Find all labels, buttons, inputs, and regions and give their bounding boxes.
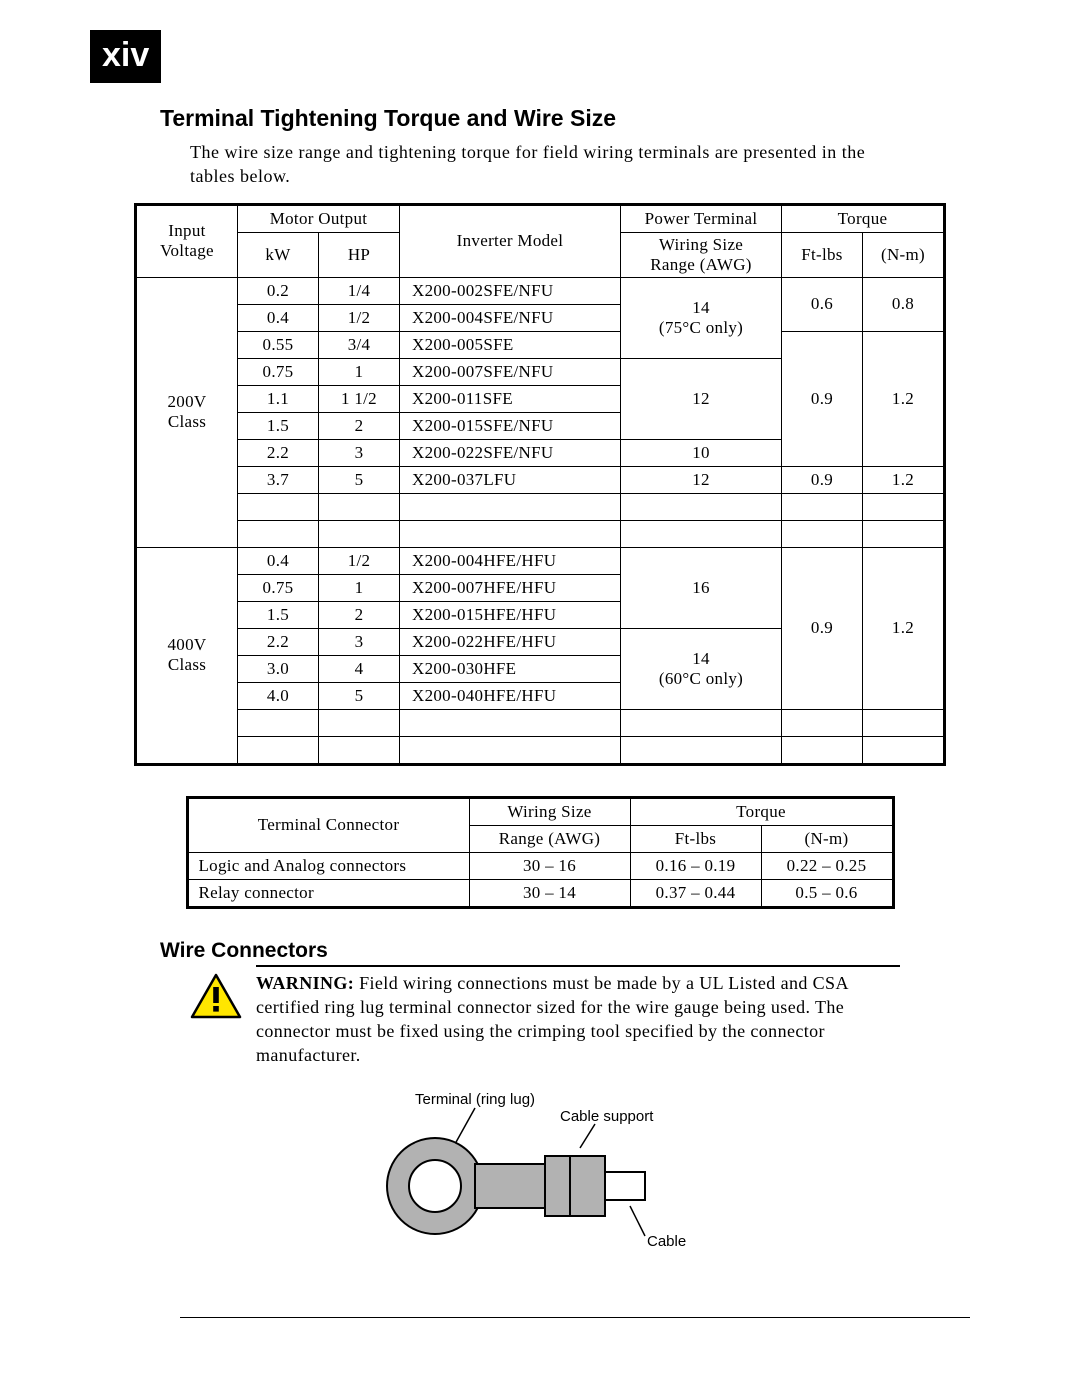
th-inverter-model: Inverter Model [400,204,621,277]
torque-wire-size-table: InputVoltage Motor Output Inverter Model… [134,203,946,766]
page-number-badge: xiv [90,30,161,83]
table-row-blank [136,520,945,547]
th-wiring-size-bottom: Range (AWG) [469,825,630,852]
fig-label-cable-support: Cable support [560,1108,654,1125]
th-power-terminal-top: Power Terminal [621,204,782,232]
footer-rule [180,1317,970,1318]
th-nm: (N-m) [863,232,945,277]
th-terminal-connector: Terminal Connector [187,797,469,852]
th-torque2: Torque [630,797,893,825]
table-row: Relay connector 30 – 14 0.37 – 0.44 0.5 … [187,879,893,907]
subsection-title: Wire Connectors [160,939,990,963]
th-power-terminal-bottom: Wiring SizeRange (AWG) [621,232,782,277]
th-motor-output: Motor Output [238,204,400,232]
table-row: 0.55 3/4 X200-005SFE 0.9 1.2 [136,331,945,358]
table-row-blank [136,493,945,520]
section-title: Terminal Tightening Torque and Wire Size [160,105,990,132]
th-wiring-size-top: Wiring Size [469,797,630,825]
table-row: 400VClass 0.4 1/2 X200-004HFE/HFU 16 0.9… [136,547,945,574]
th-input-voltage: InputVoltage [136,204,238,277]
th-torque: Torque [782,204,945,232]
table-row: 3.7 5 X200-037LFU 12 0.9 1.2 [136,466,945,493]
warning-icon [190,973,242,1024]
th-kw: kW [238,232,319,277]
warning-text: WARNING: Field wiring connections must b… [256,971,900,1068]
table-row-blank [136,709,945,736]
table-row-blank [136,736,945,764]
th-hp: HP [319,232,400,277]
table-row: Logic and Analog connectors 30 – 16 0.16… [187,852,893,879]
ring-lug-figure: Terminal (ring lug) Cable support Cable [90,1086,990,1281]
cell-wiring: 14(75°C only) [621,277,782,358]
connector-torque-table: Terminal Connector Wiring Size Torque Ra… [186,796,895,909]
table-row: 200VClass 0.2 1/4 X200-002SFE/NFU 14(75°… [136,277,945,304]
th-nm2: (N-m) [761,825,893,852]
th-ftlbs: Ft-lbs [782,232,863,277]
intro-paragraph: The wire size range and tightening torqu… [190,140,900,189]
fig-label-ring-lug: Terminal (ring lug) [415,1091,535,1108]
fig-label-cable: Cable [647,1233,686,1250]
th-ftlbs2: Ft-lbs [630,825,761,852]
cell-voltage-200v: 200VClass [136,277,238,547]
cell-voltage-400v: 400VClass [136,547,238,764]
